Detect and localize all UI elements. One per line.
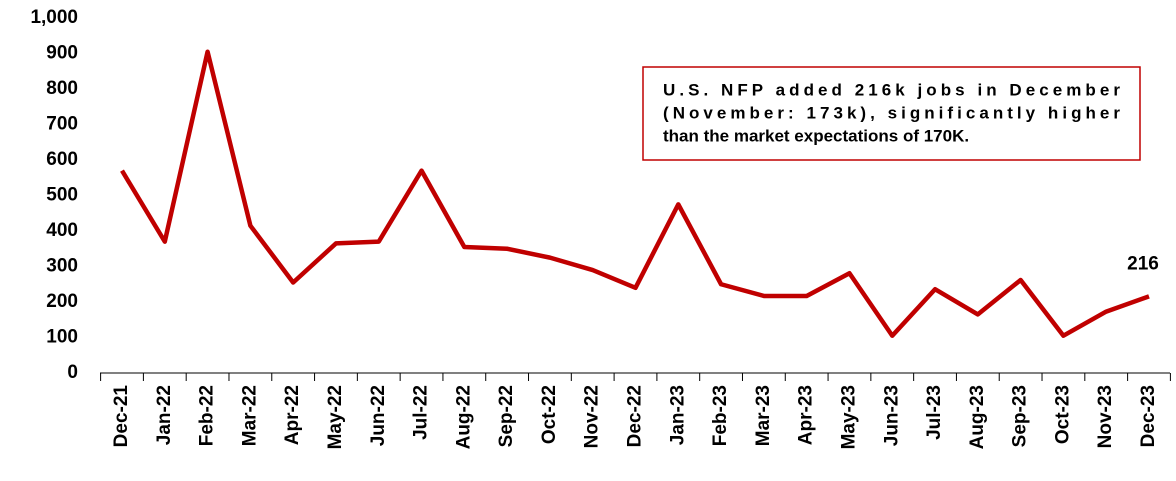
y-tick-label: 600 <box>46 149 78 170</box>
y-tick-label: 700 <box>46 114 78 135</box>
x-tick-label: Sep-22 <box>496 385 517 447</box>
annotation-box <box>642 66 1141 161</box>
x-tick-label: Nov-23 <box>1095 385 1116 448</box>
x-tick-label: Jul-22 <box>411 385 432 440</box>
x-tick-label: Aug-22 <box>453 385 474 449</box>
x-tick-label: Dec-22 <box>625 385 646 447</box>
x-tick-label: May-23 <box>838 385 859 449</box>
x-tick-label: Feb-23 <box>710 385 731 446</box>
y-tick-label: 0 <box>67 362 78 383</box>
x-tick-label: Oct-23 <box>1052 385 1073 444</box>
x-tick-label: Apr-22 <box>282 385 303 445</box>
x-tick-label: Jun-23 <box>881 385 902 446</box>
x-tick-label: Dec-23 <box>1138 385 1159 447</box>
x-tick-label: Mar-23 <box>753 385 774 446</box>
y-tick-label: 500 <box>46 185 78 206</box>
y-tick-label: 200 <box>46 291 78 312</box>
y-tick-label: 300 <box>46 256 78 277</box>
x-tick-label: Dec-21 <box>111 385 132 448</box>
annotation-line: than the market expectations of 170K. <box>663 126 969 145</box>
x-tick-label: Feb-22 <box>197 385 218 446</box>
x-tick-label: Jul-23 <box>924 385 945 440</box>
x-tick-label: Oct-22 <box>539 385 560 444</box>
annotation-line: (November: 173k), significantly higher <box>663 103 1120 122</box>
x-tick-label: Nov-22 <box>582 385 603 448</box>
data-label: 216 <box>1127 253 1159 274</box>
y-tick-label: 100 <box>46 327 78 348</box>
y-tick-label: 800 <box>46 78 78 99</box>
x-tick-label: Jan-22 <box>154 385 175 445</box>
x-tick-label: May-22 <box>325 385 346 449</box>
y-tick-label: 1,000 <box>30 7 78 28</box>
x-tick-label: Jan-23 <box>667 385 688 445</box>
x-tick-label: Jun-22 <box>368 385 389 446</box>
x-tick-label: Mar-22 <box>239 385 260 446</box>
x-tick-label: Aug-23 <box>967 385 988 449</box>
y-tick-label: 400 <box>46 220 78 241</box>
x-tick-label: Sep-23 <box>1010 385 1031 447</box>
y-tick-label: 900 <box>46 43 78 64</box>
x-tick-label: Apr-23 <box>796 385 817 445</box>
series-line <box>120 49 1150 338</box>
